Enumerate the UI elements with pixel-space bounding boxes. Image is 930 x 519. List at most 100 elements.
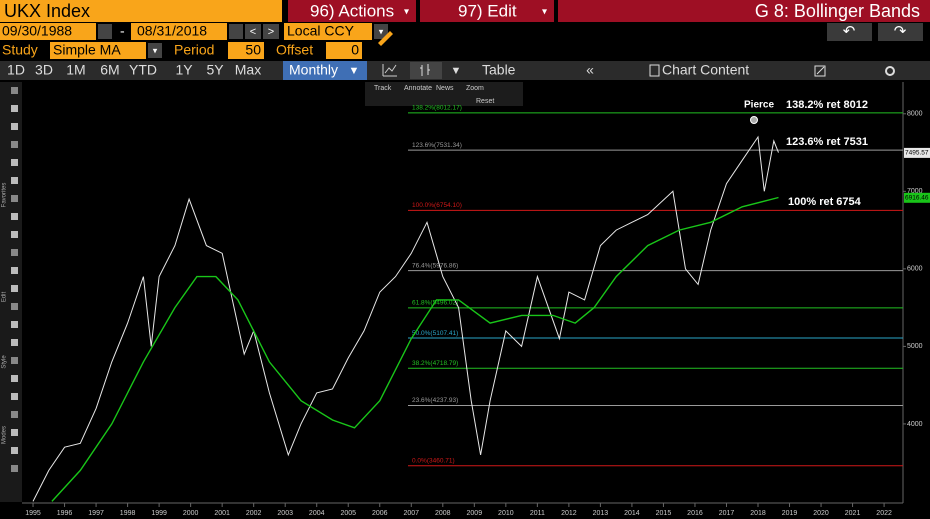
x-tick-label: 1998 — [120, 510, 136, 517]
bar-chart-button[interactable] — [410, 62, 442, 79]
title-box — [558, 0, 930, 22]
tool-icon[interactable] — [11, 411, 18, 418]
range-button[interactable]: YTD — [129, 62, 157, 78]
tool-icon[interactable] — [11, 321, 18, 328]
range-button[interactable]: 1Y — [175, 62, 193, 78]
forward-icon: ↷ — [894, 23, 907, 40]
fib-label: 38.2%(4718.79) — [412, 360, 458, 367]
fib-label: 138.2%(8012.17) — [412, 105, 462, 112]
x-tick-label: 2009 — [467, 510, 483, 517]
x-tick-label: 2017 — [719, 510, 735, 517]
fib-label: 23.6%(4237.93) — [412, 397, 458, 404]
reset-button[interactable]: Reset — [476, 98, 494, 105]
edit-menu[interactable] — [420, 0, 554, 22]
offset: 0 — [351, 42, 359, 58]
back-button[interactable] — [827, 23, 872, 41]
y-tick-label: 4000 — [907, 421, 923, 428]
price-flag-label: 6916.46 — [905, 195, 929, 202]
sidebar-label: Edit — [2, 292, 8, 303]
price-flag-label: 7495.57 — [905, 150, 929, 157]
edit-icon[interactable] — [814, 65, 826, 77]
tool-icon[interactable] — [11, 87, 18, 94]
y-tick-label: 8000 — [907, 111, 923, 118]
range-button[interactable]: 3D — [35, 62, 53, 78]
chart-tool[interactable]: Zoom — [466, 85, 484, 92]
pencil-icon[interactable] — [378, 31, 393, 46]
sidebar-label: Favorites — [2, 183, 8, 208]
sidebar-labels: Favorites Edit Style Modes — [2, 87, 18, 472]
range-button[interactable]: 6M — [100, 62, 119, 78]
end-date-field[interactable] — [131, 23, 227, 40]
chart-name: G 8: Bollinger Bands — [755, 1, 920, 21]
chart-content-button[interactable]: Chart Content — [662, 62, 749, 78]
prev-button[interactable] — [245, 24, 261, 39]
chart-tools — [365, 82, 523, 106]
arrow: ▼ — [349, 65, 360, 77]
arrow: ▾ — [153, 45, 158, 55]
range-button[interactable]: Max — [235, 62, 261, 78]
tool-icon[interactable] — [11, 213, 18, 220]
forward-button[interactable] — [878, 23, 923, 41]
range-buttons: 1D 3D 1M 6M YTD 1Y 5Y Max — [7, 62, 261, 78]
period-field[interactable] — [228, 42, 264, 59]
range-button[interactable]: 5Y — [206, 62, 224, 78]
frequency-button[interactable] — [283, 61, 367, 80]
tool-icon[interactable] — [11, 285, 18, 292]
x-tick-label: 2001 — [214, 510, 230, 517]
tool-icon[interactable] — [11, 465, 18, 472]
range-button[interactable]: 1D — [7, 62, 25, 78]
frequency: Monthly — [289, 62, 338, 78]
tool-icon[interactable] — [11, 393, 18, 400]
collapse-button[interactable]: « — [586, 62, 594, 78]
tool-icon[interactable] — [11, 159, 18, 166]
tool-icon[interactable] — [11, 429, 18, 436]
tool-icon[interactable] — [11, 231, 18, 238]
tool-icon[interactable] — [11, 267, 18, 274]
ticker-box[interactable] — [0, 0, 282, 22]
x-tick-label: 1997 — [88, 510, 104, 517]
currency-field[interactable] — [284, 23, 372, 40]
tool-icon[interactable] — [11, 249, 18, 256]
tool-icon[interactable] — [11, 105, 18, 112]
annotation: 123.6% ret 7531 — [786, 136, 868, 148]
study: Simple MA — [53, 42, 121, 58]
settings-icon[interactable] — [885, 66, 895, 76]
tool-icon[interactable] — [11, 177, 18, 184]
next-button[interactable] — [263, 24, 279, 39]
tool-icon[interactable] — [11, 303, 18, 310]
x-tick-label: 2011 — [530, 510, 545, 517]
x-tick-label: 2010 — [498, 510, 514, 517]
study-dropdown[interactable] — [148, 43, 162, 58]
tool-icon[interactable] — [11, 123, 18, 130]
currency: Local CCY — [287, 23, 355, 39]
tool-icon[interactable] — [11, 375, 18, 382]
chart-tool[interactable]: Annotate — [404, 85, 432, 92]
x-tick-label: 1996 — [57, 510, 73, 517]
price-flag — [904, 192, 930, 203]
start-date-field[interactable] — [0, 23, 96, 40]
x-tick-label: 2013 — [593, 510, 609, 517]
calendar-button[interactable] — [98, 24, 112, 39]
currency-dropdown[interactable] — [374, 24, 388, 39]
offset-field[interactable] — [326, 42, 362, 59]
chart-tool[interactable]: News — [436, 85, 454, 92]
actions-menu[interactable] — [288, 0, 416, 22]
sidebar-label: Style — [2, 355, 8, 369]
study-field[interactable] — [50, 42, 146, 59]
tool-icon[interactable] — [11, 447, 18, 454]
fib-label: 123.6%(7531.34) — [412, 142, 462, 149]
chart-tool[interactable]: Track — [374, 85, 392, 92]
line-chart-icon[interactable] — [382, 64, 397, 77]
tool-icon[interactable] — [11, 357, 18, 364]
tool-icon[interactable] — [11, 339, 18, 346]
range-button[interactable]: 1M — [66, 62, 85, 78]
y-tick-label: 7000 — [907, 188, 923, 195]
tool-icon[interactable] — [11, 141, 18, 148]
date-separator: - — [120, 23, 125, 39]
y-tick-label: 6000 — [907, 266, 923, 273]
calendar-button[interactable] — [229, 24, 243, 39]
tool-icon[interactable] — [11, 195, 18, 202]
arrow: ▾ — [542, 7, 547, 18]
table-button[interactable]: Table — [482, 62, 516, 78]
